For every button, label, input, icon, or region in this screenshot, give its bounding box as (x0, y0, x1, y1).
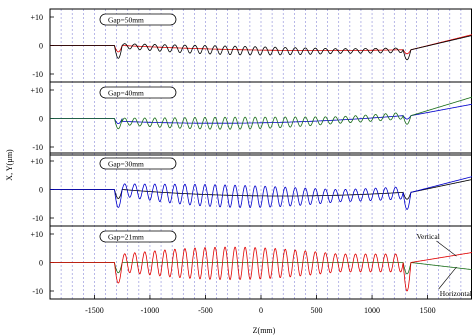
x-tick-label: -500 (198, 306, 213, 315)
series-line-smooth (50, 179, 472, 200)
x-tick-label: 1000 (364, 306, 380, 315)
y-tick-label: +10 (30, 230, 43, 239)
y-tick-label: -10 (32, 287, 43, 296)
y-tick-label: 0 (39, 186, 43, 195)
legend-label-vertical: Vertical (416, 232, 439, 241)
y-tick-label: +10 (30, 86, 43, 95)
y-axis-label: X, Y(µm) (5, 149, 14, 181)
x-tick-label: 1500 (420, 306, 436, 315)
x-axis-label: Z(mm) (253, 326, 276, 335)
gap-label: Gap=40mm (108, 89, 144, 98)
series-line-smooth (50, 34, 472, 55)
series-line-oscillating (50, 96, 472, 130)
series-line-oscillating (50, 176, 472, 210)
gap-label: Gap=30mm (108, 160, 144, 169)
panel-1: +10 0 -10 Gap=50mm (30, 8, 472, 83)
x-tick-label: 500 (311, 306, 323, 315)
series-line-smooth (50, 262, 472, 275)
gap-label: Gap=50mm (108, 16, 144, 25)
panel-3: +10 0 -10 Gap=30mm (30, 152, 472, 227)
series-line-oscillating (50, 35, 472, 61)
x-tick-label: -1500 (85, 306, 104, 315)
y-tick-label: -10 (32, 214, 43, 223)
x-axis: -1500 -1000 -500 0 500 1000 1500 (85, 295, 436, 315)
y-tick-label: -10 (32, 70, 43, 79)
panel-2: +10 0 -10 Gap=40mm (30, 81, 472, 156)
panel-4: +10 0 -10 Gap=21mm Vertical Horizontal (30, 225, 472, 300)
legend-label-horizontal: Horizontal (440, 289, 472, 298)
chart-panels: +10 0 -10 Gap=50mm +10 0 -10 Gap=40mm +10 0 -10 Gap… (30, 8, 472, 300)
gap-label: Gap=21mm (108, 233, 144, 242)
gap-label-box (99, 230, 177, 243)
series-line-smooth (50, 103, 472, 124)
y-tick-label: 0 (39, 42, 43, 51)
y-tick-label: -10 (32, 143, 43, 152)
legend-pointer (438, 266, 457, 290)
y-tick-label: 0 (39, 115, 43, 124)
x-tick-label: -1000 (141, 306, 160, 315)
gap-label-box (99, 157, 177, 170)
gap-label-box (99, 86, 177, 99)
legend-pointer (436, 240, 457, 257)
y-tick-label: +10 (30, 157, 43, 166)
x-tick-label: 0 (259, 306, 263, 315)
gap-label-box (99, 13, 177, 26)
y-tick-label: +10 (30, 13, 43, 22)
y-tick-label: 0 (39, 259, 43, 268)
series-line-oscillating (50, 246, 472, 292)
